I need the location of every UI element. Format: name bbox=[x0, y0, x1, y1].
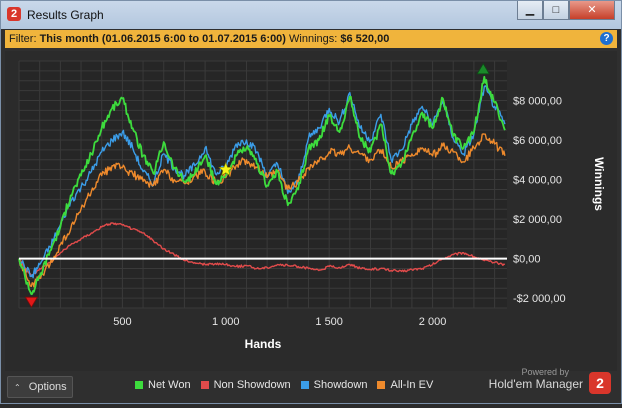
minimize-button[interactable]: ▁ bbox=[517, 1, 543, 20]
chart-svg: 500 1 000 1 500 2 000 -$2 000,00 $0,00 $2 000… bbox=[5, 51, 617, 371]
hm2-logo-icon: 2 bbox=[589, 372, 611, 394]
x-tick-label: 2 000 bbox=[419, 316, 447, 328]
y-axis-label: Winnings bbox=[592, 157, 606, 211]
filter-prefix: Filter: bbox=[9, 33, 37, 45]
legend-label: Showdown bbox=[313, 379, 368, 391]
title-bar[interactable]: 2 Results Graph ▁ □ ✕ bbox=[1, 1, 621, 29]
x-axis-label: Hands bbox=[245, 337, 282, 351]
series-lines bbox=[18, 75, 506, 296]
x-tick-label: 1 000 bbox=[212, 316, 240, 328]
powered-by-label: Powered by bbox=[521, 367, 569, 377]
options-button[interactable]: ⌃ Options bbox=[7, 376, 73, 398]
y-axis-ticks: -$2 000,00 $0,00 $2 000,00 $4 000,00 $6 000,… bbox=[513, 96, 566, 306]
chart-markers bbox=[24, 63, 490, 308]
legend-item-all-in-ev[interactable]: All-In EV bbox=[377, 379, 433, 391]
filter-value: This month (01.06.2015 6:00 to 01.07.201… bbox=[39, 33, 286, 45]
footer-bar: ⌃ Options Net Won Non Showdown Showdown All… bbox=[5, 367, 617, 401]
window-controls: ▁ □ ✕ bbox=[517, 1, 615, 21]
star-marker bbox=[218, 161, 234, 176]
max-marker-triangle bbox=[476, 63, 490, 75]
y-tick-label: $0,00 bbox=[513, 254, 541, 266]
min-marker-triangle bbox=[24, 296, 39, 308]
chart-legend: Net Won Non Showdown Showdown All-In EV bbox=[135, 379, 433, 391]
chevron-up-icon: ⌃ bbox=[14, 383, 21, 392]
brand-block: Powered by Hold'em Manager 2 bbox=[463, 365, 613, 399]
legend-label: All-In EV bbox=[390, 379, 434, 391]
y-tick-label: $4 000,00 bbox=[513, 175, 562, 187]
results-chart: 500 1 000 1 500 2 000 -$2 000,00 $0,00 $2 000… bbox=[5, 51, 617, 371]
winnings-value: $6 520,00 bbox=[340, 33, 390, 45]
window-title: Results Graph bbox=[27, 8, 104, 22]
legend-swatch bbox=[135, 381, 143, 389]
series-line-showdown bbox=[18, 85, 506, 279]
legend-swatch bbox=[200, 381, 209, 389]
series-line-non-showdown bbox=[18, 222, 506, 278]
legend-label: Non Showdown bbox=[213, 379, 291, 391]
help-icon[interactable]: ? bbox=[600, 32, 613, 45]
legend-item-net-won[interactable]: Net Won bbox=[135, 379, 191, 391]
y-tick-label: $2 000,00 bbox=[513, 214, 562, 226]
maximize-button[interactable]: □ bbox=[543, 1, 569, 20]
legend-swatch bbox=[377, 381, 386, 389]
series-line-net-won bbox=[18, 75, 506, 296]
close-button[interactable]: ✕ bbox=[569, 1, 615, 20]
y-tick-label: $8 000,00 bbox=[513, 96, 562, 108]
brand-name: Hold'em Manager bbox=[488, 377, 583, 391]
x-tick-label: 1 500 bbox=[315, 316, 343, 328]
x-tick-label: 500 bbox=[113, 316, 131, 328]
winnings-label: Winnings: bbox=[289, 33, 338, 45]
legend-swatch bbox=[300, 381, 309, 389]
app-icon: 2 bbox=[7, 7, 21, 21]
y-tick-label: -$2 000,00 bbox=[513, 293, 566, 305]
legend-item-showdown[interactable]: Showdown bbox=[300, 379, 368, 391]
legend-label: Net Won bbox=[148, 379, 191, 391]
plot-area bbox=[19, 61, 507, 308]
x-axis-ticks: 500 1 000 1 500 2 000 bbox=[113, 316, 446, 328]
filter-bar[interactable]: Filter: This month (01.06.2015 6:00 to 0… bbox=[5, 30, 617, 48]
options-label: Options bbox=[28, 381, 67, 393]
legend-item-non-showdown[interactable]: Non Showdown bbox=[200, 379, 291, 391]
y-tick-label: $6 000,00 bbox=[513, 135, 562, 147]
